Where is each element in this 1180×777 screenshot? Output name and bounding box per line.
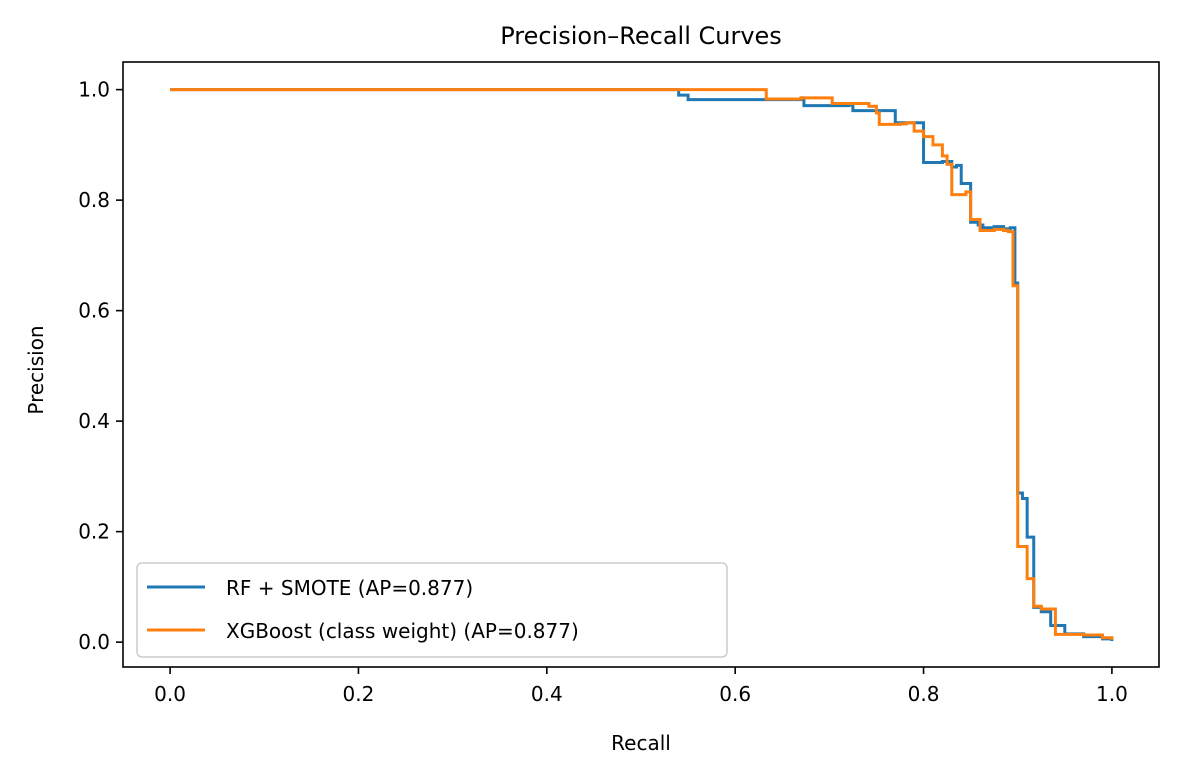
x-tick-label: 0.2 bbox=[343, 682, 375, 706]
series-layer bbox=[170, 88, 1114, 642]
y-tick-label: 0.4 bbox=[78, 409, 110, 433]
y-axis-label: Precision bbox=[24, 325, 48, 414]
x-tick-label: 1.0 bbox=[1096, 682, 1128, 706]
x-tick-label: 0.6 bbox=[719, 682, 751, 706]
legend-label-rf-smote: RF + SMOTE (AP=0.877) bbox=[226, 576, 473, 600]
y-tick-label: 1.0 bbox=[78, 78, 110, 102]
y-tick-label: 0.6 bbox=[78, 299, 110, 323]
x-tick-label: 0.0 bbox=[154, 682, 186, 706]
x-tick-label: 0.8 bbox=[908, 682, 940, 706]
y-tick-label: 0.0 bbox=[78, 630, 110, 654]
x-tick-label: 0.4 bbox=[531, 682, 563, 706]
y-tick-label: 0.2 bbox=[78, 520, 110, 544]
legend: RF + SMOTE (AP=0.877) XGBoost (class wei… bbox=[136, 562, 728, 658]
series-line-xgboost bbox=[170, 88, 1114, 640]
x-axis: 0.0 0.2 0.4 0.6 0.8 1.0 bbox=[154, 667, 1128, 706]
y-tick-label: 0.8 bbox=[78, 188, 110, 212]
plot-area bbox=[122, 61, 1160, 668]
y-axis: 0.0 0.2 0.4 0.6 0.8 1.0 bbox=[78, 78, 123, 654]
x-axis-label: Recall bbox=[611, 731, 671, 755]
plot-frame bbox=[122, 61, 1160, 668]
legend-box bbox=[136, 562, 728, 658]
legend-label-xgboost: XGBoost (class weight) (AP=0.877) bbox=[226, 619, 579, 643]
chart-title: Precision–Recall Curves bbox=[500, 22, 782, 50]
